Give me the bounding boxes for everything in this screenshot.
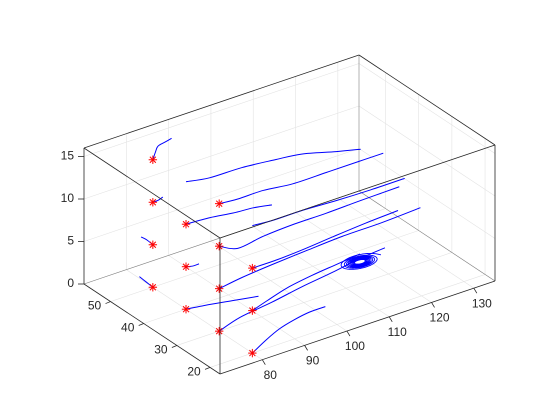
streamline [185,295,259,310]
seed-marker [214,199,224,208]
box-edge [358,190,496,282]
x-tick [261,359,266,365]
seed-marker-stroke [149,156,157,164]
seed-marker-stroke [249,349,256,357]
grid-line [253,226,390,318]
streamline [252,306,326,354]
seed-marker [148,155,158,164]
y-tick [105,301,111,304]
vortex-spiral [340,252,382,270]
streamline [219,186,400,250]
seed-marker-stroke [149,198,157,206]
z-tick-label: 10 [61,191,75,205]
y-tick-label: 50 [88,299,102,313]
grid-line [358,63,496,154]
grid-line [83,105,360,200]
grid-line [358,148,496,239]
seed-marker [148,240,158,249]
streamline [185,148,361,183]
seed-marker-stroke [149,241,157,249]
streamline [152,137,172,160]
streamline-layer [139,137,421,354]
grid-line [210,240,348,332]
grid-line [176,252,452,346]
seed-marker-stroke [215,285,223,292]
y-tick [171,345,178,348]
grid-line [83,63,360,157]
seed-marker [181,220,191,229]
grid-line [110,208,386,302]
y-axis-line [83,283,221,375]
y-tick-label: 30 [154,343,168,357]
seed-marker-layer [148,155,257,358]
x-tick [431,302,435,308]
y-tick-label: 40 [121,321,135,335]
seed-marker [248,306,257,315]
grid-line [126,269,263,360]
streamline [252,253,361,312]
box-edge [358,54,496,146]
y-tick-label: 20 [187,365,201,379]
box-back-edges [83,55,496,285]
y-tick [204,367,211,370]
seed-marker [214,326,224,336]
x-tick [304,345,308,351]
box-edge [219,144,496,239]
grid-line [83,148,360,242]
x-axis-line [219,280,496,375]
tick-layer: 80 90 100 110 120 130 20 30 40 50 0 5 10 15 [61,149,493,382]
y-tick [138,323,144,326]
seed-marker [214,241,224,251]
streamline [185,204,273,225]
seed-marker [148,198,158,207]
seed-marker-stroke [215,327,223,335]
z-tick-label: 0 [67,276,74,290]
z-tick-label: 5 [67,234,74,248]
grid-line [358,105,496,197]
x-tick-label: 130 [472,296,492,310]
grid-line [337,197,475,289]
seed-marker [148,283,158,292]
x-tick-label: 110 [388,325,407,339]
seed-marker [181,305,191,314]
z-tick-label: 15 [61,149,75,163]
streamline [252,177,405,227]
seed-marker-stroke [249,264,256,272]
x-tick-label: 100 [345,339,365,353]
x-tick [473,287,478,294]
seed-marker-stroke [249,307,256,314]
seed-marker [248,348,257,358]
seed-marker [248,263,257,273]
x-tick [346,330,351,337]
seed-marker-stroke [149,283,157,291]
box-front-edges [83,54,496,375]
grid-line [209,274,486,368]
x-tick-label: 80 [264,368,278,382]
seed-marker [181,262,191,271]
x-tick-label: 120 [430,311,450,325]
seed-marker-stroke [182,305,190,313]
streamline [252,210,399,269]
seed-marker [214,284,224,293]
seed-marker-stroke [182,220,190,228]
box-edge [83,54,360,149]
x-tick [388,316,393,322]
x-tick-label: 90 [306,354,320,368]
seed-marker-stroke [182,263,190,271]
box-edge [83,147,221,239]
seed-marker-stroke [215,200,223,207]
seed-marker-stroke [215,242,223,250]
streamline [218,207,421,290]
streamline [219,152,384,205]
